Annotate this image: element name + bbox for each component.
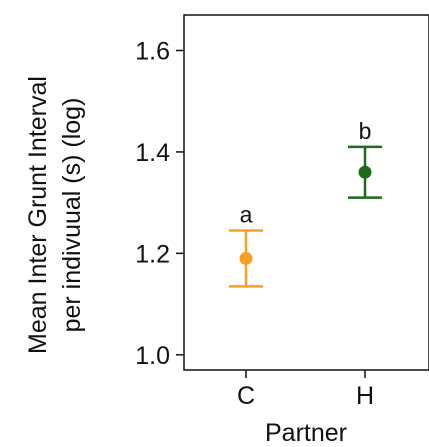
y-tick-label: 1.6	[135, 38, 170, 66]
x-axis-title: Partner	[265, 419, 347, 447]
significance-letter: a	[240, 202, 253, 228]
mean-point	[358, 165, 372, 179]
y-tick-label: 1.0	[135, 342, 170, 370]
significance-letter: b	[359, 118, 372, 144]
y-axis-title-line-2: per indivuual (s) (log)	[58, 98, 86, 333]
data-marks: ab	[229, 118, 382, 288]
y-axis-title-line-1: Mean Inter Grunt Interval	[24, 76, 52, 354]
x-tick-label: H	[356, 382, 374, 410]
y-tick-label: 1.2	[135, 240, 170, 268]
y-axis: 1.0 1.2 1.4 1.6	[135, 38, 184, 370]
y-tick-label: 1.4	[135, 139, 170, 167]
x-tick-label: C	[237, 382, 255, 410]
plot-frame	[183, 14, 429, 371]
mean-point	[239, 251, 253, 265]
